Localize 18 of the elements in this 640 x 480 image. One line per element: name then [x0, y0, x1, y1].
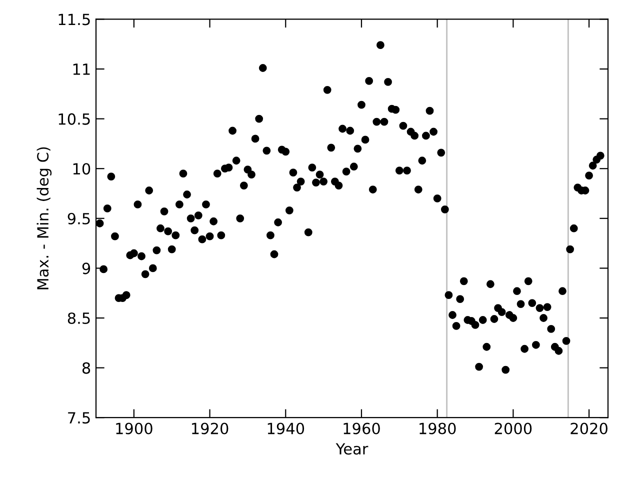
- y-tick-label: 10.5: [58, 113, 90, 125]
- x-tick-label: 1980: [420, 422, 456, 434]
- x-tick-label: 2000: [494, 422, 532, 434]
- y-tick-label: 11: [73, 64, 90, 75]
- y-tick-label: 7.5: [68, 412, 90, 424]
- y-tick-label: 9.5: [68, 212, 90, 224]
- x-tick-label: 1900: [116, 422, 152, 434]
- x-tick-label: 1940: [268, 422, 304, 434]
- y-axis-title: Max. - Min. (deg C): [36, 147, 52, 290]
- x-axis-title: Year: [336, 443, 368, 455]
- x-tick-label: 2020: [570, 422, 608, 434]
- x-tick-label: 1920: [192, 422, 228, 434]
- y-tick-label: 11.5: [58, 14, 90, 26]
- y-tick-label: 10: [73, 163, 90, 175]
- y-tick-label: 9: [82, 262, 90, 274]
- y-tick-label: 8: [82, 362, 90, 374]
- x-tick-label: 1960: [344, 422, 380, 434]
- y-tick-label: 8.5: [68, 312, 90, 324]
